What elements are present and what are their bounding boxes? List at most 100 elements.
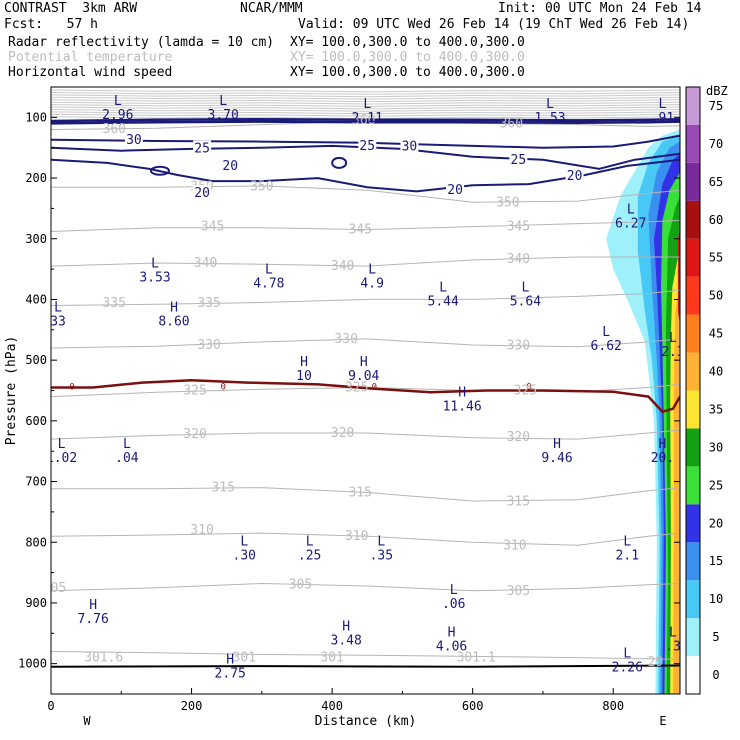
theta-isoline: [51, 582, 680, 592]
theta-label: 305: [43, 581, 66, 596]
theta-isoline: [51, 185, 680, 203]
theta-isoline-dense: [51, 106, 680, 110]
extremum-marker: L: [151, 256, 159, 271]
field-theta-xy: XY= 100.0,300.0 to 400.0,300.0: [290, 50, 525, 65]
x-tick-label: 200: [181, 699, 203, 713]
extremum-value: 4.9: [360, 276, 383, 291]
x-tick-label: 0: [47, 699, 54, 713]
extremum-marker: H: [553, 437, 561, 452]
extremum-value: .30: [233, 548, 256, 563]
colorbar-swatch: [686, 390, 700, 429]
extremum-value: 2.75: [215, 667, 246, 682]
theta-label: 350: [496, 195, 519, 210]
extremum-marker: L: [450, 583, 458, 598]
ground-line: [51, 664, 680, 668]
extremum-marker: H: [360, 355, 368, 370]
extremum-value: 8.60: [158, 315, 189, 330]
wind-label: 20: [447, 183, 463, 198]
extremum-marker: L: [623, 534, 631, 549]
theta-label: 330: [197, 338, 220, 353]
colorbar-swatch: [686, 542, 700, 581]
theta-label: 301: [320, 651, 343, 666]
wind-label: 20: [222, 159, 238, 174]
extremum-value: 4.78: [253, 276, 284, 291]
extremum-marker: L: [123, 437, 131, 452]
extremum-value: 6.62: [591, 339, 622, 354]
wind-contour-cell: [331, 156, 348, 169]
extremum-marker: L: [368, 262, 376, 277]
wind-label: 30: [402, 139, 418, 154]
extremum-value: 5.44: [428, 295, 459, 310]
colorbar-swatch: [686, 656, 700, 694]
colorbar-label: 35: [709, 402, 723, 416]
extremum-value: 2.3: [661, 345, 684, 360]
colorbar-label: 0: [712, 668, 719, 682]
field-wind-xy: XY= 100.0,300.0 to 400.0,300.0: [290, 65, 525, 80]
theta-label: 345: [348, 223, 371, 238]
extremum-marker: H: [89, 598, 97, 613]
field-reflectivity-xy: XY= 100.0,300.0 to 400.0,300.0: [290, 35, 525, 50]
y-tick-label: 700: [25, 475, 47, 489]
theta-label: 310: [345, 529, 368, 544]
theta-label: 315: [507, 495, 530, 510]
theta-label: 320: [183, 427, 206, 442]
extremum-value: 1.53: [534, 111, 565, 126]
theta-label: 340: [507, 252, 530, 267]
x-tick-label: 400: [321, 699, 343, 713]
colorbar-label: 45: [709, 327, 723, 341]
extremum-marker: L: [623, 647, 631, 662]
extremum-marker: L: [627, 202, 635, 217]
wind-label-bg: [193, 140, 212, 154]
extremum-marker: L: [240, 534, 248, 549]
wind-label-bg: [221, 157, 240, 171]
colorbar-label: 25: [709, 478, 723, 492]
theta-label: 325: [514, 384, 537, 399]
wind-label-bg: [565, 168, 584, 182]
colorbar-label: 20: [709, 516, 723, 530]
colorbar-label: 15: [709, 554, 723, 568]
theta-isoline: [51, 487, 680, 502]
colorbar-swatch: [686, 352, 700, 391]
extremum-marker: H: [448, 625, 456, 640]
extremum-value: 2.26: [612, 661, 643, 676]
extremum-value: .25: [298, 548, 321, 563]
wind-contour-cell: [149, 165, 170, 176]
extremum-value: 33: [50, 315, 66, 330]
field-theta: Potential temperature: [8, 50, 173, 65]
theta-label: 335: [197, 296, 220, 311]
extremum-value: 10: [296, 369, 312, 384]
extremum-marker: L: [265, 262, 273, 277]
extremum-value: .91: [651, 111, 674, 126]
theta-label: 301.1: [457, 651, 496, 666]
colorbar-label: 60: [709, 213, 723, 227]
extremum-marker: H: [458, 386, 466, 401]
valid-time: Valid: 09 UTC Wed 26 Feb 14 (19 ChT Wed …: [298, 17, 690, 32]
theta-isoline-dense: [51, 99, 680, 103]
extremum-marker: L: [306, 534, 314, 549]
theta-label: 345: [201, 220, 224, 235]
colorbar-swatch: [686, 466, 700, 505]
extremum-marker: L: [669, 331, 677, 346]
colorbar-swatch: [686, 504, 700, 543]
extremum-marker: L: [114, 94, 122, 109]
extremum-value: 1.02: [46, 451, 77, 466]
colorbar-label: 5: [712, 630, 719, 644]
theta-label: 330: [507, 339, 530, 354]
plot-area: 0 0 0 0 305 305 305 310 310 310 315 315 315 320 320 320…: [43, 89, 684, 694]
colorbar-label: 30: [709, 440, 723, 454]
extremum-value: 3.53: [139, 270, 170, 285]
extremum-marker: H: [170, 301, 178, 316]
colorbar-label: 55: [709, 251, 723, 265]
extremum-value: .35: [370, 548, 393, 563]
colorbar-swatch: [686, 428, 700, 467]
extremum-marker: L: [363, 97, 371, 112]
extremum-marker: L: [602, 325, 610, 340]
colorbar-swatch: [686, 314, 700, 353]
colorbar-swatch: [686, 276, 700, 315]
reflectivity-band: [673, 287, 680, 694]
x-tick-label: 600: [462, 699, 484, 713]
theta-isoline: [51, 429, 680, 440]
theta-isoline: [51, 220, 680, 232]
wind-label: 20: [194, 186, 210, 201]
